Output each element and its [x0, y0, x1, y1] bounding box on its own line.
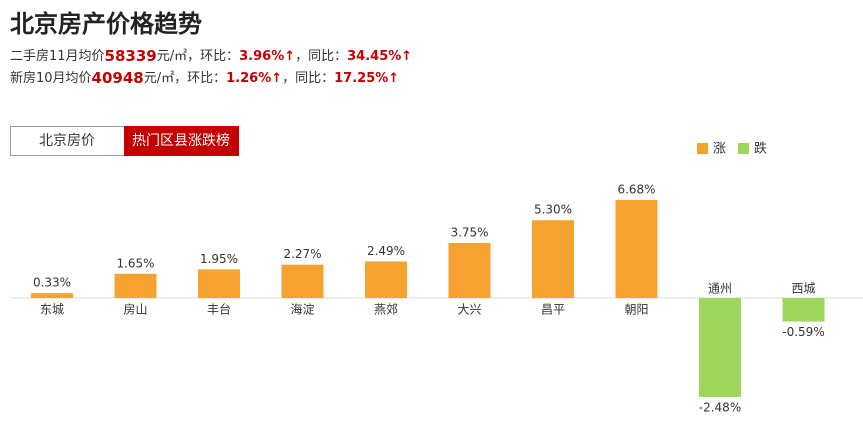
stat-mom: 1.26%↑: [226, 71, 282, 86]
legend-label: 跌: [754, 141, 767, 157]
value-label: 3.75%: [450, 225, 488, 239]
page-title: 北京房产价格趋势: [10, 10, 202, 38]
legend-swatch: [738, 143, 749, 154]
legend-swatch: [697, 143, 708, 154]
stat-unit: 元/㎡，环比：: [144, 71, 226, 86]
bar: [532, 220, 574, 298]
bar: [448, 242, 491, 298]
bar: [198, 269, 240, 298]
value-label: 2.27%: [283, 247, 321, 261]
tab-label[interactable]: 热门区县涨跌榜: [132, 132, 230, 149]
x-tick-label: 燕郊: [374, 303, 398, 317]
bar: [782, 298, 825, 322]
stat-label: 二手房11月均价: [10, 48, 105, 64]
x-tick-label: 房山: [123, 302, 147, 317]
x-tick-label: 海淀: [290, 302, 314, 317]
stat-yoy: 34.45%↑: [347, 49, 412, 64]
stat-line: 新房10月均价40948元/㎡，环比：1.26%↑，同比：17.25%↑: [10, 69, 399, 87]
x-tick-label: 昌平: [541, 303, 565, 317]
bar: [114, 273, 157, 298]
value-label: 1.95%: [200, 252, 238, 266]
stat-unit: 元/㎡，环比：: [157, 49, 239, 64]
value-label: 1.65%: [116, 256, 154, 270]
bar: [31, 293, 73, 298]
stat-yoy: 17.25%↑: [334, 71, 399, 86]
value-label: -0.59%: [782, 325, 824, 339]
value-label: 0.33%: [33, 276, 71, 290]
bar: [699, 298, 741, 397]
stat-price: 40948: [92, 69, 144, 87]
stat-price: 58339: [105, 47, 157, 65]
value-label: 6.68%: [617, 183, 655, 197]
x-tick-label: 西城: [791, 282, 815, 296]
x-tick-label: 通州: [708, 282, 732, 296]
x-tick-label: 朝阳: [624, 303, 648, 317]
tab[interactable]: [124, 126, 239, 156]
bar: [615, 200, 658, 298]
stat-line: 二手房11月均价58339元/㎡，环比：3.96%↑，同比：34.45%↑: [10, 47, 412, 65]
legend-label: 涨: [713, 142, 726, 157]
tab-label[interactable]: 北京房价: [39, 133, 95, 149]
value-label: 2.49%: [367, 244, 405, 258]
stat-sep: ，同比：: [295, 49, 347, 64]
stat-mom: 3.96%↑: [239, 49, 295, 64]
x-tick-label: 大兴: [457, 303, 481, 317]
value-label: 5.30%: [534, 203, 572, 217]
stat-label: 新房10月均价: [10, 70, 92, 86]
value-label: -2.48%: [699, 401, 741, 415]
x-tick-label: 东城: [40, 303, 64, 317]
stat-sep: ，同比：: [282, 71, 334, 86]
bar: [365, 261, 407, 298]
bar: [281, 264, 324, 298]
x-tick-label: 丰台: [207, 302, 231, 317]
